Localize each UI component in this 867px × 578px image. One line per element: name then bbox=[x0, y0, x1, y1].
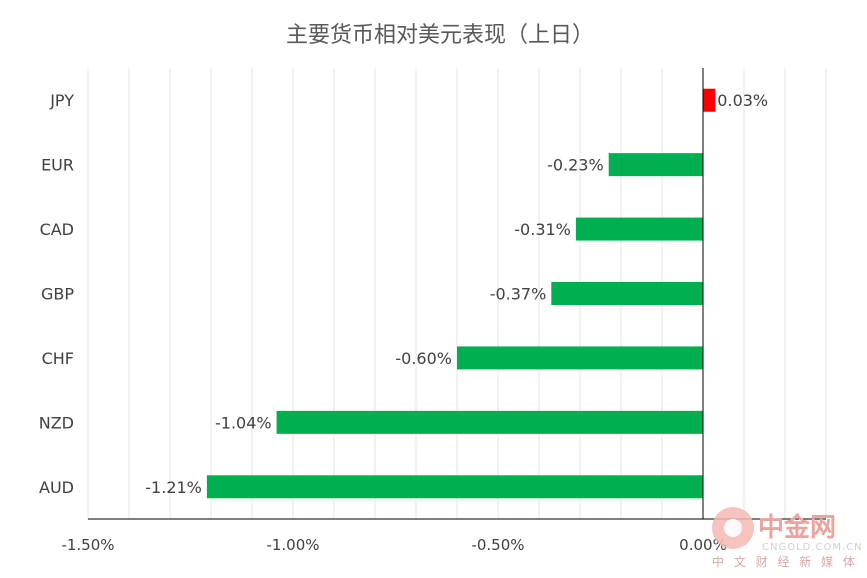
data-label: -0.23% bbox=[547, 156, 604, 175]
x-tick-label: 0.00% bbox=[679, 536, 727, 554]
category-label: EUR bbox=[41, 156, 74, 175]
data-label: -0.31% bbox=[514, 220, 571, 239]
category-label: JPY bbox=[49, 91, 74, 110]
watermark-tagline: 中 文 财 经 新 媒 体 bbox=[712, 554, 858, 569]
x-tick-label: -0.50% bbox=[471, 536, 524, 554]
category-label: GBP bbox=[41, 285, 74, 304]
bar-series bbox=[206, 88, 716, 499]
axes bbox=[88, 68, 826, 520]
bar-nzd bbox=[276, 410, 703, 434]
bar-aud bbox=[206, 475, 703, 499]
data-label: -0.60% bbox=[395, 349, 452, 368]
bar-eur bbox=[608, 153, 703, 177]
watermark-domain: CNGOLD.COM.CN bbox=[762, 542, 863, 553]
data-label: -1.04% bbox=[215, 413, 272, 432]
category-label: AUD bbox=[39, 478, 74, 497]
chart-title: 主要货币相对美元表现（上日） bbox=[286, 23, 594, 48]
bar-chf bbox=[457, 346, 703, 370]
watermark-brand: 中金网 bbox=[758, 512, 836, 543]
data-label: -0.37% bbox=[490, 285, 547, 304]
logo-icon-inner bbox=[724, 519, 742, 537]
category-label: CAD bbox=[40, 220, 74, 239]
x-tick-label: -1.50% bbox=[61, 536, 114, 554]
bar-gbp bbox=[551, 282, 703, 305]
data-label: -1.21% bbox=[145, 478, 202, 497]
data-label: 0.03% bbox=[717, 91, 768, 110]
category-label: CHF bbox=[42, 349, 74, 368]
x-tick-label: -1.00% bbox=[266, 536, 319, 554]
bar-cad bbox=[575, 217, 703, 241]
bar-jpy bbox=[703, 88, 716, 112]
category-label: NZD bbox=[39, 413, 74, 432]
gridlines bbox=[87, 68, 827, 519]
watermark-logo: 中金网 CNGOLD.COM.CN 中 文 财 经 新 媒 体 bbox=[712, 507, 863, 569]
labels: JPY 0.03% EUR -0.23% CAD -0.31% GBP -0.37% CHF -0… bbox=[39, 91, 768, 554]
